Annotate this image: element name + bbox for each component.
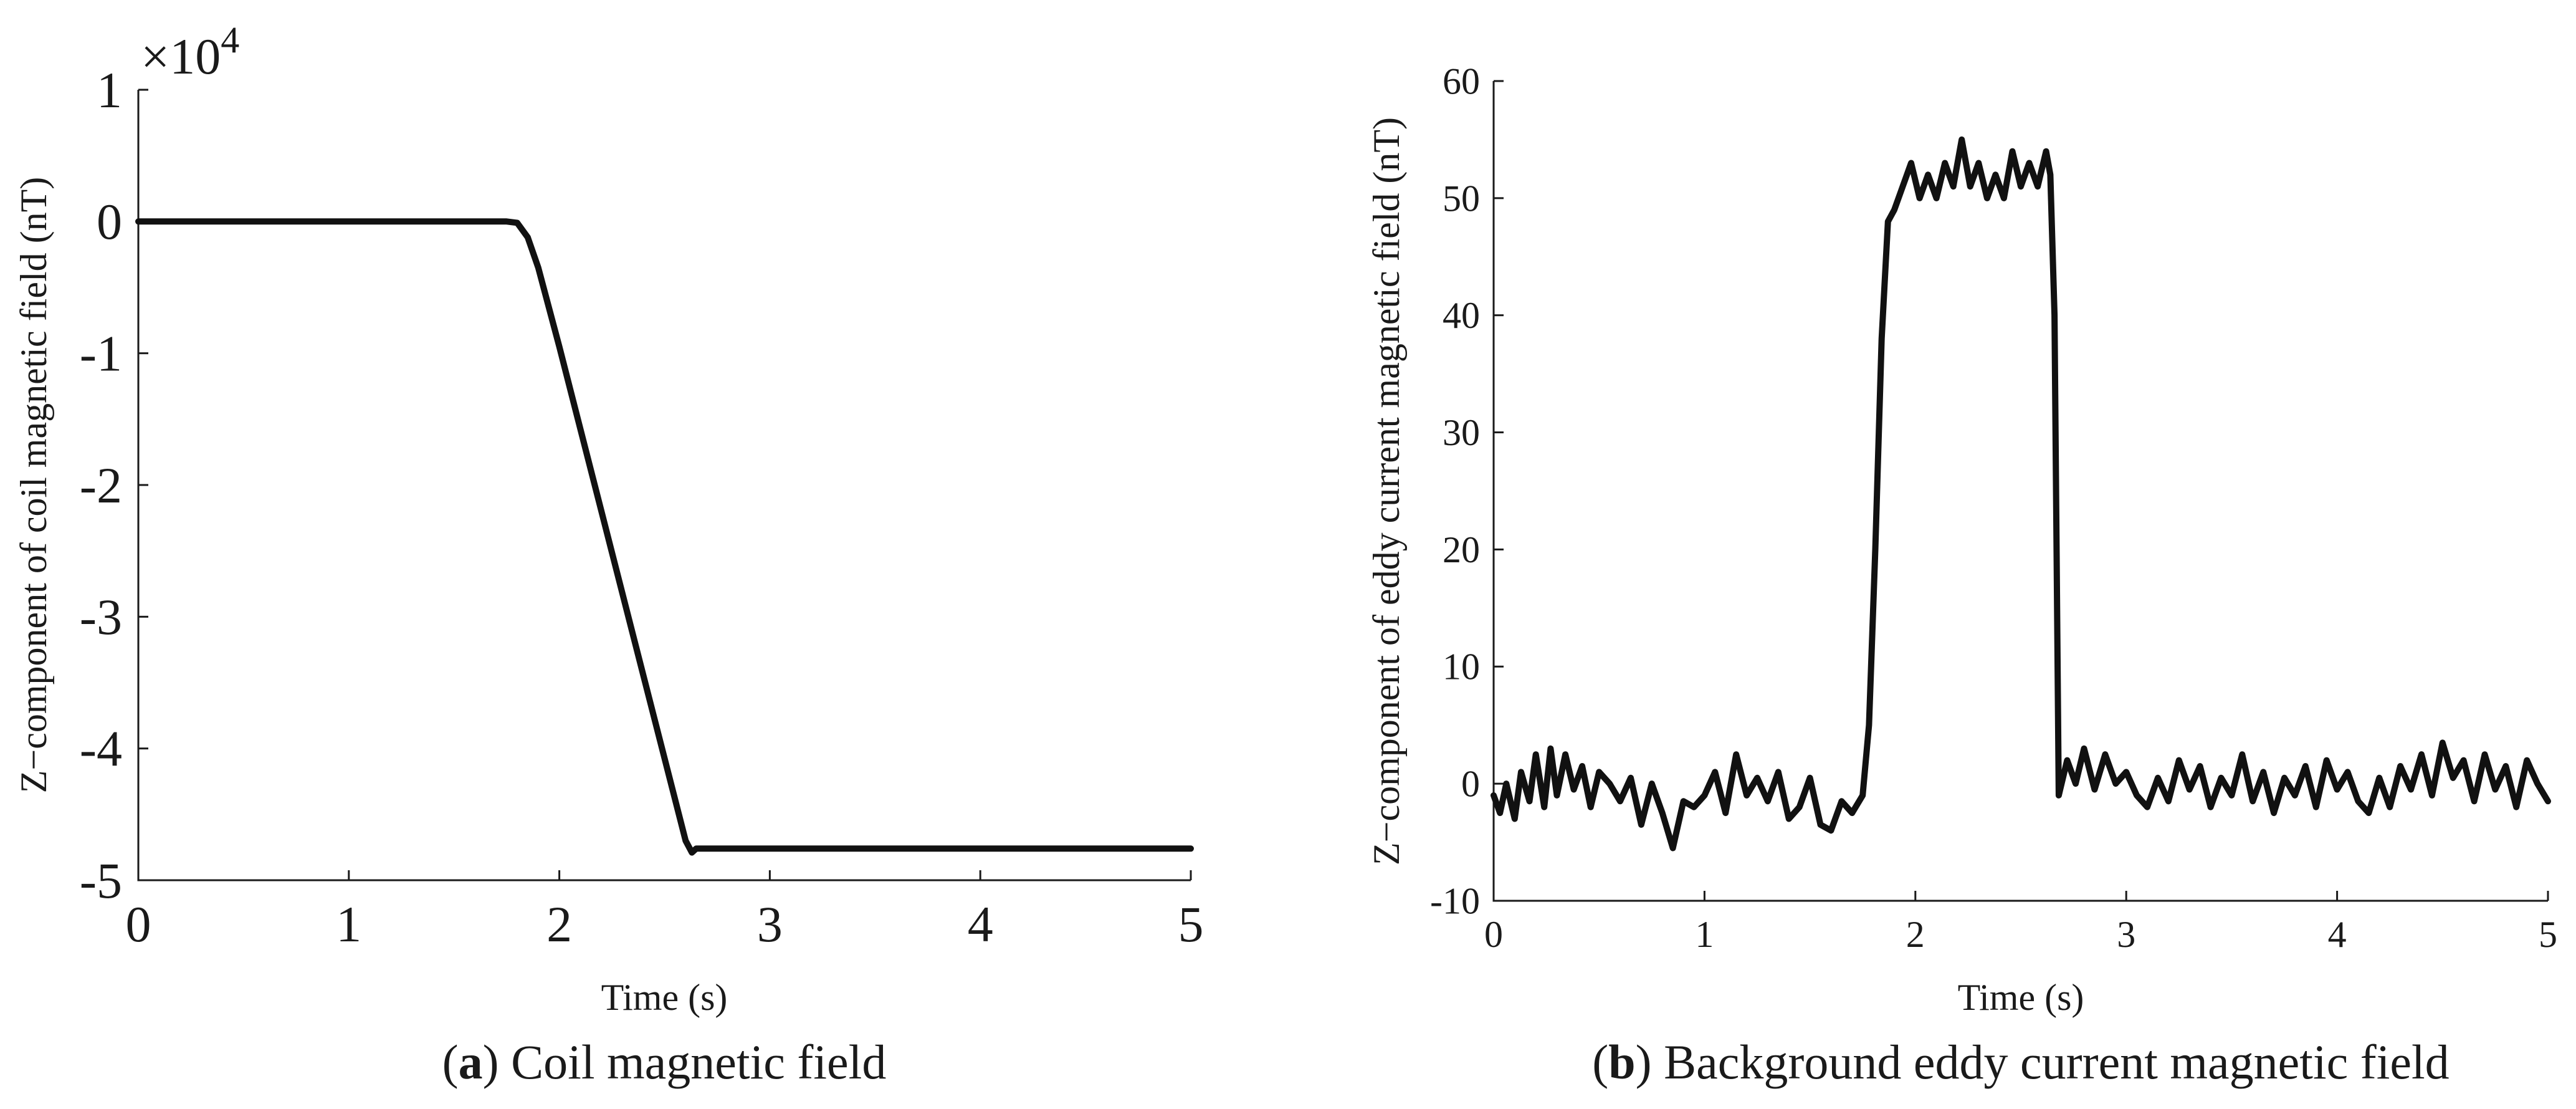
panel-b-x-label: Time (s) (1958, 977, 2084, 1018)
x-tick-label: 2 (1906, 914, 1925, 955)
y-tick-label: -2 (80, 457, 122, 514)
x-tick-label: 4 (968, 896, 993, 953)
panel-b-y-ticks: 60 50 40 30 20 10 0 -10 (1430, 60, 1504, 921)
panel-a-y-ticks: 1 0 -1 -2 -3 -4 -5 (80, 62, 148, 909)
y-tick-label: -10 (1430, 880, 1480, 921)
panel-b-caption-tag: b (1608, 1035, 1635, 1089)
y-tick-label: 60 (1443, 60, 1480, 102)
y-tick-label: 20 (1443, 529, 1480, 570)
panel-b-caption-text: Background eddy current magnetic field (1664, 1035, 2450, 1089)
panel-a-x-ticks: 0 1 2 3 4 5 (126, 870, 1204, 953)
panel-b-caption: (b) Background eddy current magnetic fie… (1592, 1035, 2449, 1089)
x-tick-label: 3 (2117, 914, 2135, 955)
y-tick-label: 0 (97, 193, 122, 250)
panel-a-caption-tag: a (459, 1035, 483, 1089)
x-tick-label: 5 (2539, 914, 2557, 955)
panel-a-y-exponent: ×104 (141, 19, 239, 85)
y-tick-label: 0 (1461, 764, 1480, 805)
y-tick-label: -3 (80, 588, 122, 645)
panel-b-x-ticks: 0 1 2 3 4 5 (1484, 891, 2557, 955)
x-tick-label: 3 (757, 896, 783, 953)
y-tick-label: -1 (80, 325, 122, 382)
panel-b-axes (1492, 81, 2548, 902)
panel-a-series-line (135, 218, 1194, 856)
panel-a-caption-text: Coil magnetic field (511, 1035, 886, 1089)
y-tick-label: 1 (97, 62, 122, 118)
y-tick-label: 40 (1443, 295, 1480, 336)
x-tick-label: 0 (126, 896, 151, 953)
y-tick-label: 50 (1443, 178, 1480, 219)
panel-b-y-label: Z−component of eddy current magnetic fie… (1366, 117, 1407, 865)
x-tick-label: 4 (2328, 914, 2347, 955)
y-tick-label: 30 (1443, 412, 1480, 453)
panel-a-x-label: Time (s) (601, 977, 728, 1018)
panel-b-series-line (1491, 136, 2551, 852)
x-tick-label: 5 (1178, 896, 1204, 953)
x-tick-label: 1 (336, 896, 361, 953)
x-tick-label: 0 (1484, 914, 1503, 955)
y-tick-label: -5 (80, 852, 122, 909)
panel-a-y-label: Z−component of coil magnetic field (nT) (13, 177, 54, 794)
panel-a-caption: (a) Coil magnetic field (442, 1035, 887, 1089)
y-tick-label: 10 (1443, 646, 1480, 688)
y-tick-label: -4 (80, 721, 122, 777)
panel-a-coil-chart: 1 0 -1 -2 -3 -4 -5 0 1 2 3 4 5 ×104 Time (s) Z−comp… (13, 19, 1204, 1089)
x-tick-label: 1 (1695, 914, 1714, 955)
x-tick-label: 2 (546, 896, 572, 953)
